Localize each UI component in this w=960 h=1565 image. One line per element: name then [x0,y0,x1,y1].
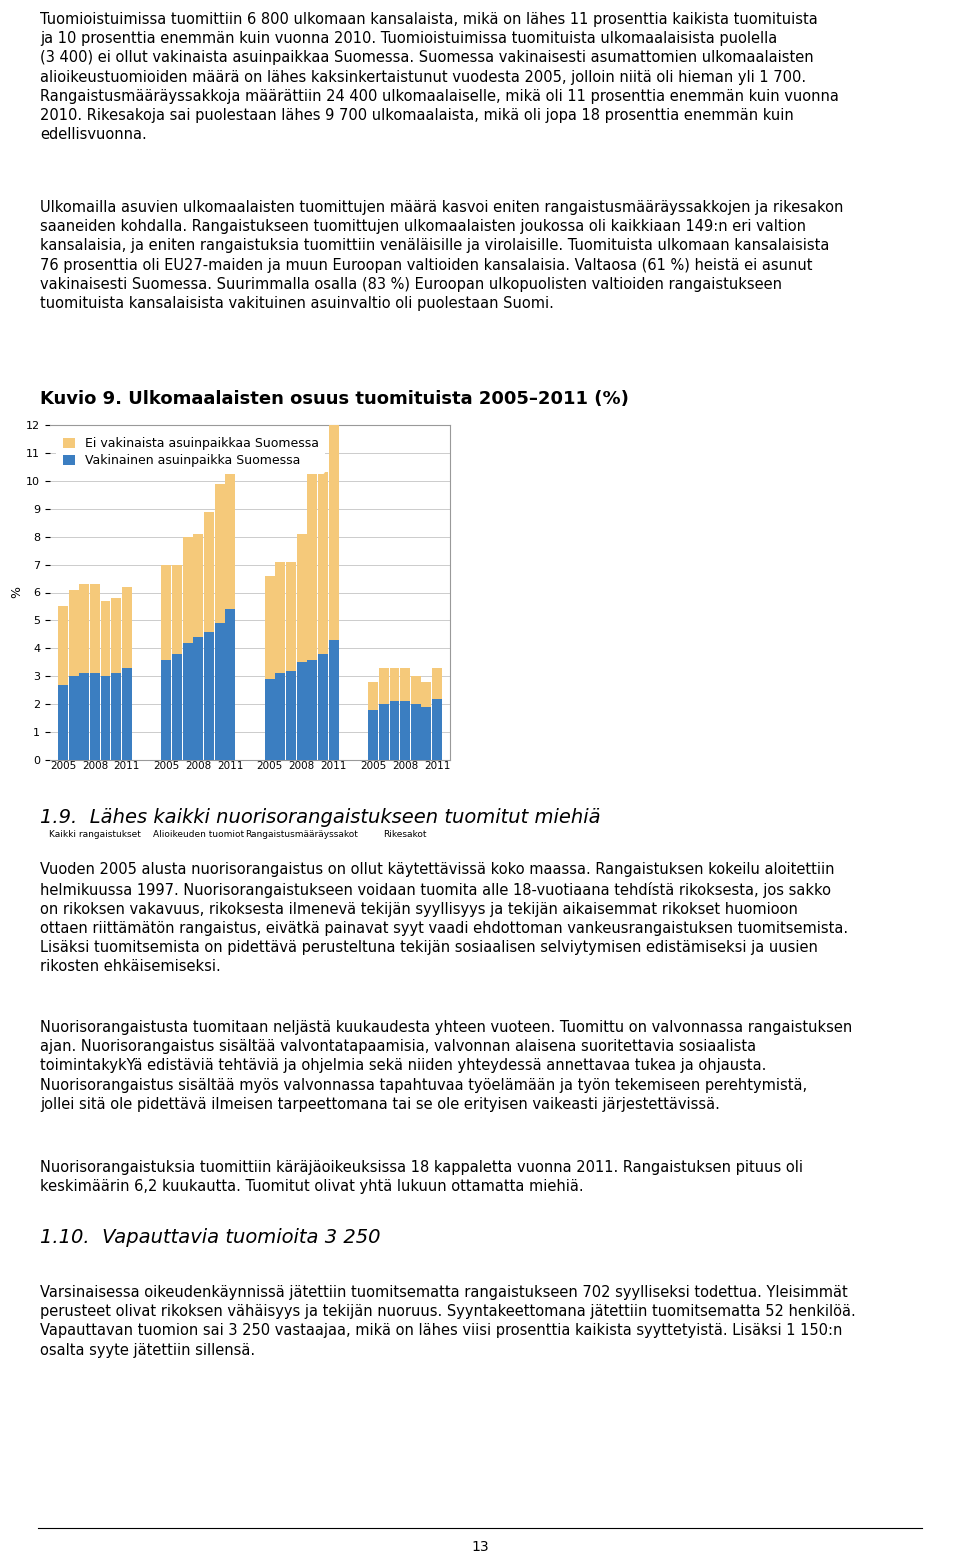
Bar [204,512,214,632]
Text: Alioikeuden tuomiot: Alioikeuden tuomiot [153,829,244,839]
Bar [318,654,328,761]
Bar [421,707,431,761]
Bar [122,668,132,761]
Bar [59,684,68,761]
Bar [318,473,328,654]
Bar [122,587,132,668]
Bar [307,659,317,761]
Bar [400,701,410,761]
Bar [265,576,275,679]
Bar [432,668,442,698]
Bar [379,704,389,761]
Bar [80,584,89,673]
Bar [111,673,121,761]
Bar [411,676,420,704]
Bar [182,643,193,761]
Text: 1.9.  Lähes kaikki nuorisorangaistukseen tuomitut miehiä: 1.9. Lähes kaikki nuorisorangaistukseen … [40,808,601,826]
Bar [276,673,285,761]
Bar [101,676,110,761]
Bar [286,671,296,761]
Text: Rangaistusmääräyssakot: Rangaistusmääräyssakot [245,829,358,839]
Bar [226,609,235,761]
Bar [307,451,317,659]
Bar [297,662,306,761]
Text: Tuomioistuimissa tuomittiin 6 800 ulkomaan kansalaista, mikä on lähes 11 prosent: Tuomioistuimissa tuomittiin 6 800 ulkoma… [40,13,839,142]
Text: Vuoden 2005 alusta nuorisorangaistus on ollut käytettävissä koko maassa. Rangais: Vuoden 2005 alusta nuorisorangaistus on … [40,862,848,975]
Bar [193,534,204,637]
Bar [215,484,225,623]
Bar [59,607,68,684]
Text: Nuorisorangaistuksia tuomittiin käräjäoikeuksissa 18 kappaletta vuonna 2011. Ran: Nuorisorangaistuksia tuomittiin käräjäoi… [40,1160,803,1194]
Bar [328,423,339,640]
Bar [101,601,110,676]
Bar [390,668,399,701]
Bar [411,704,420,761]
Bar [204,632,214,761]
Text: Kaikki rangaistukset: Kaikki rangaistukset [49,829,141,839]
Text: 13: 13 [471,1540,489,1554]
Bar [432,698,442,761]
Text: Nuorisorangaistusta tuomitaan neljästä kuukaudesta yhteen vuoteen. Tuomittu on v: Nuorisorangaistusta tuomitaan neljästä k… [40,1020,852,1111]
Bar [69,590,79,676]
Bar [182,537,193,643]
Bar [90,673,100,761]
Text: Ulkomailla asuvien ulkomaalaisten tuomittujen määrä kasvoi eniten rangaistusmäär: Ulkomailla asuvien ulkomaalaisten tuomit… [40,200,844,311]
Bar [226,462,235,609]
Text: Kuvio 9. Ulkomaalaisten osuus tuomituista 2005–2011 (%): Kuvio 9. Ulkomaalaisten osuus tuomituist… [40,390,629,408]
Bar [80,673,89,761]
Bar [400,668,410,701]
Legend: Ei vakinaista asuinpaikkaa Suomessa, Vakinainen asuinpaikka Suomessa: Ei vakinaista asuinpaikkaa Suomessa, Vak… [57,432,325,474]
Bar [90,584,100,673]
Bar [286,562,296,671]
Bar [421,682,431,707]
Bar [369,711,378,761]
Bar [69,676,79,761]
Bar [172,565,182,654]
Bar [265,679,275,761]
Bar [390,701,399,761]
Bar [215,623,225,761]
Bar [111,598,121,673]
Bar [369,682,378,711]
Text: Varsinaisessa oikeudenkäynnissä jätettiin tuomitsematta rangaistukseen 702 syyll: Varsinaisessa oikeudenkäynnissä jätettii… [40,1285,855,1357]
Bar [193,637,204,761]
Bar [297,534,306,662]
Bar [161,565,172,659]
Bar [161,659,172,761]
Y-axis label: %: % [11,587,23,598]
Bar [328,640,339,761]
Text: 1.10.  Vapauttavia tuomioita 3 250: 1.10. Vapauttavia tuomioita 3 250 [40,1229,380,1247]
Text: Rikesakot: Rikesakot [383,829,427,839]
Bar [379,668,389,704]
Bar [276,562,285,673]
Bar [172,654,182,761]
